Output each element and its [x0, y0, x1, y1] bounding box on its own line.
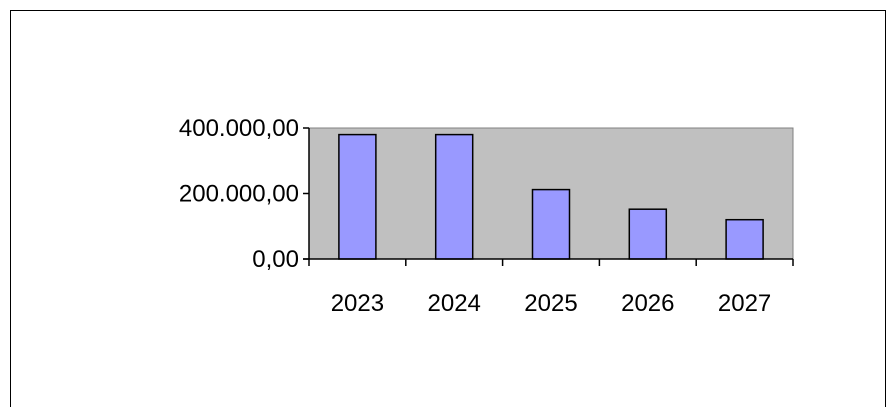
y-tick-label-2: 400.000,00 — [179, 115, 299, 142]
x-tick-label-2023: 2023 — [331, 290, 384, 317]
bar-2025 — [531, 188, 571, 260]
bar-2024 — [434, 133, 474, 260]
chart-frame: 0,00 200.000,00 400.000,00 2023 2024 2025 202… — [10, 10, 886, 407]
y-tick-labels: 0,00 200.000,00 400.000,00 — [179, 115, 299, 273]
x-tick-label-2024: 2024 — [428, 290, 481, 317]
x-tick-label-2025: 2025 — [524, 290, 577, 317]
y-tick-label-0: 0,00 — [252, 246, 299, 273]
bars-group — [338, 133, 764, 260]
bar-2026 — [628, 208, 668, 260]
bar-2027 — [725, 218, 764, 260]
x-tick-label-2026: 2026 — [621, 290, 674, 317]
axes-group — [303, 127, 794, 266]
y-tick-label-1: 200.000,00 — [179, 181, 299, 208]
bar-2023 — [338, 133, 377, 260]
x-tick-label-2027: 2027 — [718, 290, 771, 317]
x-tick-labels: 2023 2024 2025 2026 2027 — [331, 290, 772, 317]
